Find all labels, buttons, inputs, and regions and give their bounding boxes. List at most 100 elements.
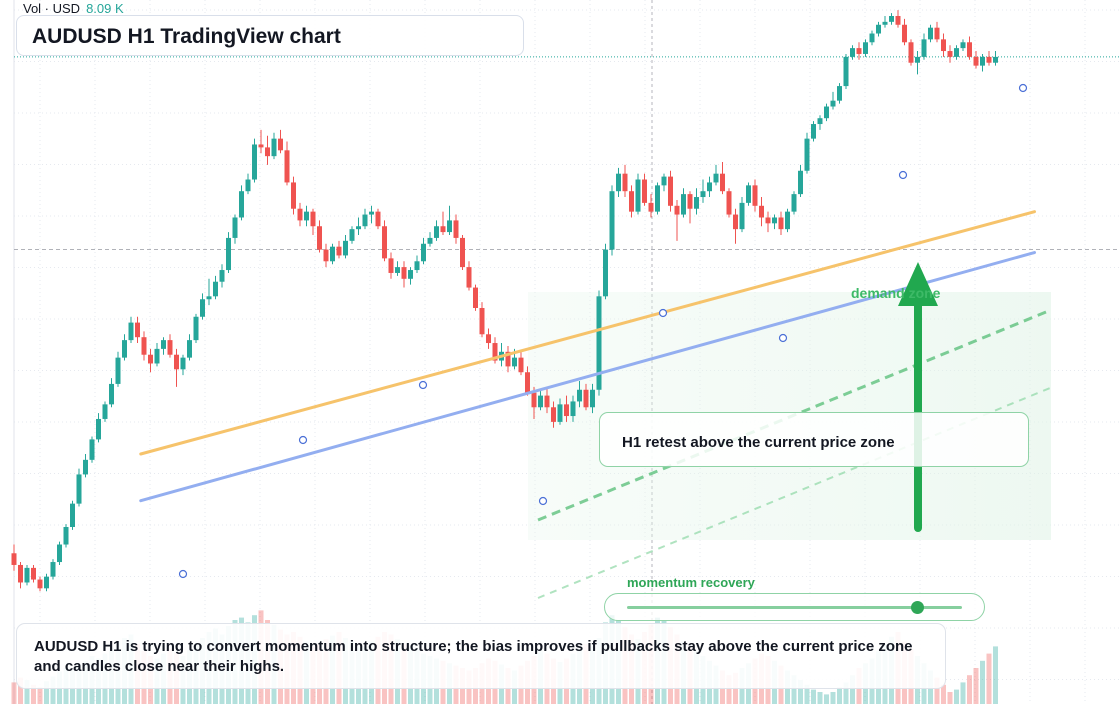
candle <box>128 316 134 344</box>
candle-body <box>674 205 680 215</box>
candle <box>486 328 491 349</box>
candle <box>752 179 758 212</box>
candle-body <box>921 39 927 57</box>
candle-body <box>141 337 147 355</box>
volume-legend: Vol · USD 8.09 K <box>23 1 124 16</box>
candle <box>544 386 550 414</box>
candle-body <box>583 389 589 408</box>
candle <box>596 290 602 396</box>
candle-body <box>616 173 621 192</box>
volume-bar <box>18 677 23 704</box>
candle <box>505 345 511 373</box>
candle <box>986 51 992 66</box>
candle-body <box>245 179 251 192</box>
candle-body <box>512 357 517 367</box>
candle-body <box>31 567 36 580</box>
candle-body <box>70 503 75 527</box>
candle-body <box>908 42 914 63</box>
candle-body <box>492 343 498 361</box>
candle <box>804 132 810 174</box>
candle-body <box>427 237 433 244</box>
candle <box>739 197 745 233</box>
candle <box>915 51 920 75</box>
candle <box>765 211 771 233</box>
candle-body <box>720 173 725 192</box>
candle-body <box>219 270 225 282</box>
candle <box>232 214 238 244</box>
candle <box>70 500 75 530</box>
candle <box>362 208 368 230</box>
momentum-slider-label: momentum recovery <box>627 575 755 590</box>
volume-bar <box>817 692 823 704</box>
candle-body <box>200 299 205 317</box>
volume-bar <box>824 694 829 704</box>
candle <box>759 197 764 227</box>
candle <box>115 351 121 387</box>
candle-body <box>505 351 511 367</box>
candle <box>50 559 56 580</box>
candle <box>791 191 797 215</box>
signal-marker-icon <box>898 170 908 180</box>
candle <box>330 243 335 265</box>
candle-body <box>239 191 244 218</box>
candle-body <box>538 395 543 408</box>
momentum-slider-thumb[interactable] <box>910 601 924 614</box>
candle-body <box>635 179 641 212</box>
candle-body <box>700 191 706 198</box>
candle-body <box>343 240 348 256</box>
candle-body <box>349 229 355 241</box>
candle-body <box>603 249 608 297</box>
candle-body <box>447 220 452 233</box>
candle-body <box>115 357 121 384</box>
candle-body <box>18 564 23 583</box>
candle <box>245 173 251 195</box>
volume-bar <box>934 677 940 704</box>
volume-bar <box>830 692 836 704</box>
volume-bar <box>954 689 959 704</box>
candle <box>89 436 95 463</box>
candle <box>447 205 452 235</box>
signal-marker-icon <box>418 380 428 390</box>
candle <box>479 302 485 338</box>
candle-body <box>57 544 62 563</box>
candle-body <box>785 211 790 230</box>
candle-body <box>895 16 901 25</box>
candle <box>538 389 543 411</box>
summary-box: AUDUSD H1 is trying to convert momentum … <box>16 623 946 689</box>
candle <box>63 524 69 548</box>
candle <box>726 188 732 218</box>
candle-body <box>297 208 303 221</box>
candle <box>629 185 634 218</box>
candle <box>941 33 946 57</box>
candle <box>635 173 641 215</box>
signal-markers <box>178 83 1028 579</box>
candle-body <box>518 357 524 373</box>
candle-body <box>167 340 173 355</box>
candle <box>167 334 173 358</box>
candle-body <box>382 226 387 259</box>
candle-body <box>934 27 940 40</box>
candle-body <box>122 340 127 358</box>
candle-body <box>421 243 426 262</box>
candle <box>31 564 36 583</box>
momentum-slider[interactable] <box>604 593 985 621</box>
candle-body <box>206 296 212 300</box>
candle <box>336 240 342 259</box>
candle-body <box>629 191 634 212</box>
candle <box>460 235 465 271</box>
candle-body <box>154 348 160 364</box>
candle <box>993 51 998 66</box>
candle-body <box>362 214 368 227</box>
candle <box>421 237 426 265</box>
candle-body <box>375 211 381 227</box>
candle-body <box>24 567 30 583</box>
candle <box>882 16 888 28</box>
candle-body <box>804 138 810 171</box>
candle-body <box>473 287 478 308</box>
candle-body <box>590 389 595 408</box>
candle-body <box>713 173 719 183</box>
volume-bar <box>726 675 732 704</box>
candle-body <box>128 322 134 341</box>
signal-marker-icon <box>298 435 308 445</box>
